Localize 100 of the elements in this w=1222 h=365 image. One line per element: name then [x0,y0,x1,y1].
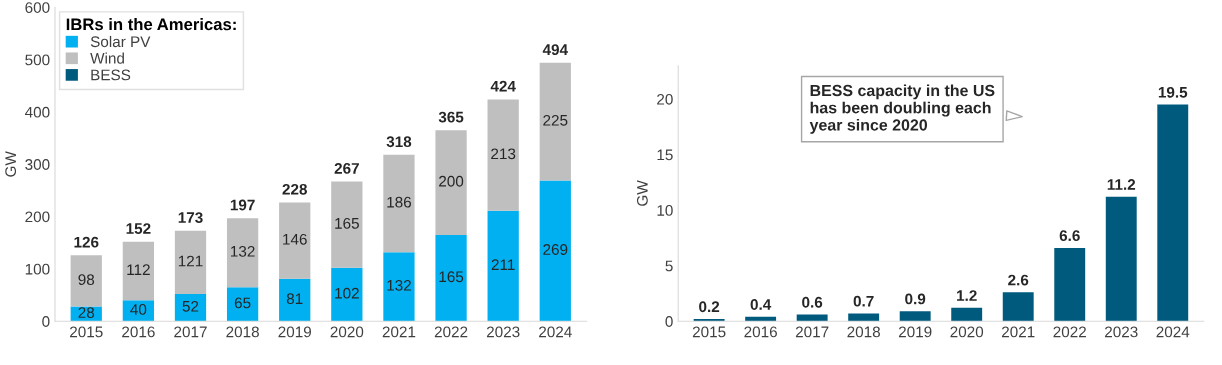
bar [174,294,207,322]
total-label: 173 [178,212,203,223]
bar [1054,247,1086,322]
bar [383,252,415,322]
total-label: 494 [542,44,568,56]
data-label: 132 [387,279,411,291]
x-tick-label: 2023 [486,326,520,338]
y-axis-title: GW [636,180,648,206]
bar [435,130,467,235]
data-label: 146 [283,233,307,245]
bar [70,255,102,307]
bar [1105,196,1137,322]
x-tick-label: 2015 [692,326,726,338]
y-tick-label: 300 [25,159,50,170]
data-label: 0.4 [750,299,772,310]
data-label: 269 [543,244,568,255]
data-label: 98 [78,274,95,286]
x-tick-label: 2020 [950,326,984,338]
data-label: 165 [439,271,464,283]
data-label: 186 [387,196,412,208]
data-label: 132 [231,245,255,257]
data-label: 2.6 [1008,274,1029,286]
legend-title: IBRs in the Americas: [66,17,236,31]
bar [226,287,259,322]
x-tick-label: 2021 [382,326,416,338]
bar [539,180,571,322]
bar [745,316,777,322]
bar [174,230,207,294]
data-label: 1.2 [957,290,977,301]
data-label: 52 [182,300,199,312]
data-label: 0.2 [699,301,720,313]
x-tick-label: 2021 [1001,326,1035,338]
total-label: 318 [386,136,412,148]
y-tick-label: 400 [24,106,50,118]
bar [279,278,311,322]
data-label: 0.7 [853,295,874,307]
total-label: 365 [438,111,464,123]
legend-label: BESS [91,69,131,81]
data-label: 40 [130,304,147,315]
bar [279,202,311,279]
data-label: 211 [491,259,515,270]
bar [1002,292,1034,322]
data-label: 6.6 [1059,230,1080,242]
x-tick-label: 2015 [70,326,103,338]
total-label: 126 [74,236,99,248]
bar [796,314,828,322]
data-label: 81 [286,293,303,305]
data-label: 112 [127,264,150,275]
y-tick-label: 10 [657,204,673,216]
data-label: 102 [335,287,359,299]
bar [487,99,519,211]
data-label: 11.2 [1107,179,1136,190]
x-tick-label: 2024 [539,326,572,338]
bar [539,62,571,181]
x-tick-label: 2017 [795,326,829,338]
y-tick-label: 15 [657,149,673,161]
x-tick-label: 2017 [174,326,207,338]
bar [226,218,259,288]
y-axis-title: GW [5,151,17,177]
data-label: 200 [439,175,464,187]
x-tick-label: 2024 [1156,326,1190,338]
total-label: 228 [282,183,307,195]
y-tick-label: 0 [42,316,50,327]
bar [122,300,155,322]
bar [487,210,519,322]
x-tick-label: 2019 [278,326,311,338]
total-label: 267 [334,162,359,174]
total-label: 152 [126,223,151,234]
bar [435,234,467,322]
x-tick-label: 2019 [898,326,932,338]
x-tick-label: 2020 [330,326,364,338]
x-tick-label: 2022 [1053,326,1086,338]
data-label: 0.6 [802,296,823,308]
data-label: 213 [491,148,516,160]
data-label: 28 [78,307,95,318]
bar [383,154,415,253]
bar [951,307,983,322]
annotation: BESS capacity in the US has been doubling each year since 2020 [809,84,995,134]
data-label: 225 [543,114,568,126]
total-label: 424 [490,80,516,92]
y-tick-label: 0 [665,316,673,327]
data-label: 0.9 [905,293,926,305]
data-label: 165 [335,217,359,229]
y-tick-label: 20 [657,93,673,105]
data-label: 121 [178,255,203,267]
total-label: 197 [230,199,255,211]
data-label: 19.5 [1158,86,1188,98]
x-tick-label: 2018 [847,326,880,338]
bar [122,241,155,301]
y-tick-label: 5 [665,260,673,272]
bar [1157,104,1189,322]
y-tick-label: 600 [25,2,50,13]
y-tick-label: 200 [25,211,50,223]
x-tick-label: 2016 [744,326,777,338]
x-tick-label: 2016 [122,326,155,338]
bar [331,181,363,268]
x-tick-label: 2023 [1105,326,1138,338]
legend-label: Wind [90,52,124,64]
x-tick-label: 2022 [434,326,468,338]
y-tick-label: 500 [25,54,50,66]
